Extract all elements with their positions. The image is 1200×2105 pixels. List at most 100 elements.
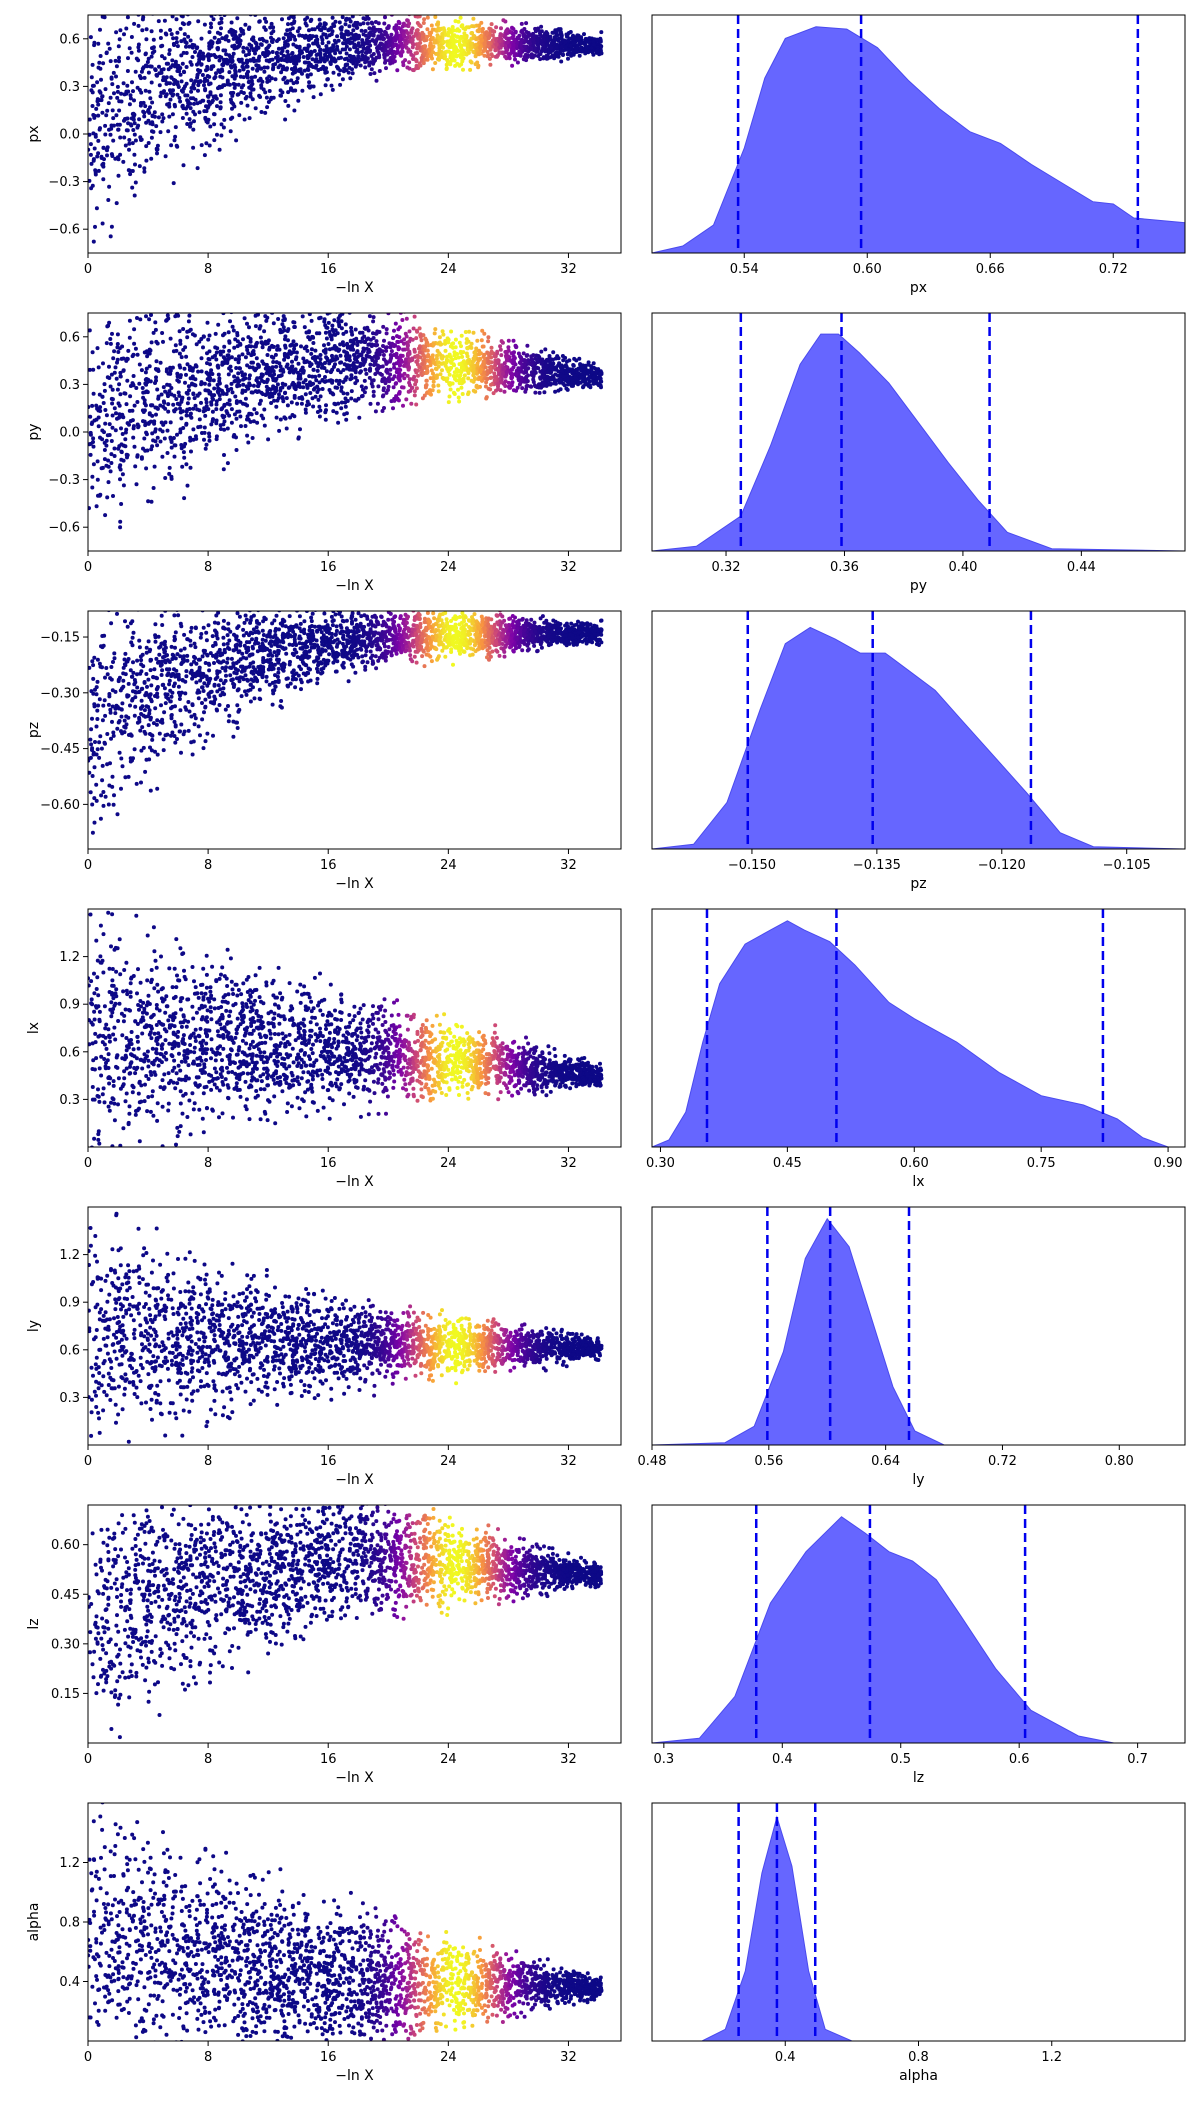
sample-point bbox=[399, 354, 403, 358]
sample-point bbox=[374, 20, 378, 24]
sample-point bbox=[140, 28, 144, 32]
sample-point bbox=[290, 360, 294, 364]
sample-point bbox=[285, 68, 289, 72]
sample-point bbox=[172, 4, 176, 8]
sample-point bbox=[268, 89, 272, 93]
sample-point bbox=[343, 401, 347, 405]
sample-point bbox=[149, 379, 153, 383]
sample-point bbox=[164, 154, 168, 158]
sample-point bbox=[90, 75, 94, 79]
sample-point bbox=[262, 380, 266, 384]
sample-point bbox=[143, 350, 147, 354]
sample-point bbox=[395, 340, 399, 344]
sample-point bbox=[265, 96, 269, 100]
sample-point bbox=[557, 361, 561, 365]
sample-point bbox=[255, 42, 259, 46]
sample-point bbox=[144, 89, 148, 93]
sample-point bbox=[373, 355, 377, 359]
sample-point bbox=[185, 112, 189, 116]
sample-point bbox=[147, 57, 151, 61]
sample-point bbox=[377, 55, 381, 59]
sample-point bbox=[255, 68, 259, 72]
sample-point bbox=[226, 388, 230, 392]
sample-point bbox=[103, 389, 107, 393]
sample-point bbox=[342, 349, 346, 353]
sample-point bbox=[160, 421, 164, 425]
sample-point bbox=[254, 48, 258, 52]
sample-point bbox=[94, 133, 98, 137]
sample-point bbox=[142, 166, 146, 170]
sample-point bbox=[196, 370, 200, 374]
sample-point bbox=[255, 356, 259, 360]
sample-point bbox=[251, 306, 255, 310]
sample-point bbox=[142, 437, 146, 441]
sample-point bbox=[587, 360, 591, 364]
sample-point bbox=[364, 34, 368, 38]
sample-point bbox=[91, 436, 95, 440]
sample-point bbox=[131, 89, 135, 93]
sample-point bbox=[578, 362, 582, 366]
sample-point bbox=[472, 365, 476, 369]
x-tick-label: 32 bbox=[560, 262, 577, 277]
sample-point bbox=[95, 504, 99, 508]
sample-point bbox=[148, 96, 152, 100]
sample-point bbox=[107, 480, 111, 484]
sample-point bbox=[457, 396, 461, 400]
sample-point bbox=[271, 50, 275, 54]
sample-point bbox=[512, 43, 516, 47]
sample-point bbox=[209, 67, 213, 71]
sample-point bbox=[444, 349, 448, 353]
sample-point bbox=[114, 365, 118, 369]
sample-point bbox=[254, 342, 258, 346]
sample-point bbox=[206, 338, 210, 342]
sample-point bbox=[206, 321, 210, 325]
sample-point bbox=[452, 50, 456, 54]
sample-point bbox=[511, 27, 515, 31]
sample-point bbox=[590, 370, 594, 374]
sample-point bbox=[281, 370, 285, 374]
sample-point bbox=[562, 375, 566, 379]
sample-point bbox=[95, 206, 99, 210]
sample-point bbox=[286, 79, 290, 83]
sample-point bbox=[325, 337, 329, 341]
sample-point bbox=[382, 406, 386, 410]
sample-point bbox=[483, 54, 487, 58]
sample-point bbox=[224, 9, 228, 13]
sample-point bbox=[140, 455, 144, 459]
sample-point bbox=[249, 84, 253, 88]
sample-point bbox=[128, 102, 132, 106]
sample-point bbox=[486, 369, 490, 373]
sample-point bbox=[124, 90, 128, 94]
sample-point bbox=[200, 37, 204, 41]
sample-point bbox=[298, 427, 302, 431]
sample-point bbox=[267, 79, 271, 83]
sample-point bbox=[304, 408, 308, 412]
sample-point bbox=[370, 67, 374, 71]
sample-point bbox=[96, 478, 100, 482]
sample-point bbox=[151, 114, 155, 118]
sample-point bbox=[131, 141, 135, 145]
sample-point bbox=[284, 346, 288, 350]
sample-point bbox=[301, 314, 305, 318]
sample-point bbox=[235, 410, 239, 414]
sample-point bbox=[332, 71, 336, 75]
sample-point bbox=[549, 46, 553, 50]
sample-point bbox=[398, 375, 402, 379]
sample-point bbox=[494, 25, 498, 29]
sample-point bbox=[174, 343, 178, 347]
y-tick-label: 0.3 bbox=[59, 80, 80, 95]
sample-point bbox=[222, 453, 226, 457]
sample-point bbox=[99, 78, 103, 82]
sample-point bbox=[485, 395, 489, 399]
sample-point bbox=[102, 401, 106, 405]
sample-point bbox=[123, 437, 127, 441]
sample-point bbox=[234, 435, 238, 439]
sample-point bbox=[264, 319, 268, 323]
sample-point bbox=[262, 70, 266, 74]
sample-point bbox=[175, 36, 179, 40]
sample-point bbox=[462, 380, 466, 384]
sample-point bbox=[476, 65, 480, 69]
sample-point bbox=[128, 409, 132, 413]
sample-point bbox=[96, 139, 100, 143]
sample-point bbox=[482, 49, 486, 53]
